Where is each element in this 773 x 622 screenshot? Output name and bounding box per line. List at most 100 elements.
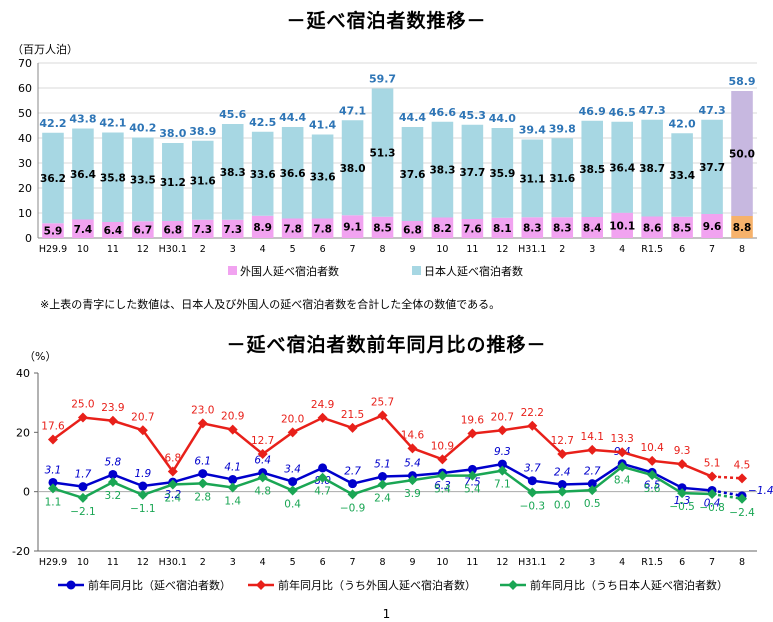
line-xtick-label: 3 bbox=[589, 557, 595, 568]
point-japanese bbox=[617, 461, 628, 472]
point-foreign bbox=[167, 466, 178, 477]
point-foreign bbox=[227, 424, 238, 435]
page-number: 1 bbox=[382, 607, 391, 621]
label-total: 2.7 bbox=[344, 466, 361, 478]
legend-label-japanese: 前年同月比（うち日本人延べ宿泊者数） bbox=[530, 578, 728, 592]
bar-xtick-label: 7 bbox=[709, 244, 715, 255]
point-total bbox=[378, 472, 388, 482]
bar-japanese-label: 38.5 bbox=[579, 164, 605, 176]
bar-xtick-label: 12 bbox=[496, 244, 508, 255]
bar-foreign bbox=[42, 223, 64, 238]
bar-foreign-label: 7.3 bbox=[193, 224, 212, 236]
point-japanese bbox=[317, 472, 328, 483]
label-japanese: 8.4 bbox=[614, 475, 631, 487]
bar-foreign bbox=[581, 217, 604, 238]
bar-chart-title: －延べ宿泊者数推移－ bbox=[286, 10, 487, 32]
bar-foreign-label: 8.2 bbox=[433, 223, 452, 235]
bar-xtick-label: H31.1 bbox=[518, 244, 546, 255]
point-foreign bbox=[107, 415, 118, 426]
bar-foreign bbox=[162, 221, 184, 238]
line-xtick-label: H29.9 bbox=[39, 557, 67, 568]
bar-ytick-label: 20 bbox=[18, 182, 32, 195]
point-foreign bbox=[137, 425, 148, 436]
bar-total-label: 41.4 bbox=[309, 119, 336, 132]
label-japanese: 2.4 bbox=[164, 493, 181, 505]
bar-foreign-label: 6.8 bbox=[164, 225, 183, 237]
bar-foreign bbox=[491, 217, 514, 238]
bar-foreign bbox=[551, 217, 574, 238]
label-japanese: −0.3 bbox=[520, 501, 546, 513]
line-ytick-label: 20 bbox=[16, 426, 30, 439]
bar-japanese bbox=[251, 131, 274, 216]
point-japanese bbox=[467, 470, 478, 481]
point-foreign bbox=[437, 454, 448, 465]
bar-xtick-label: 3 bbox=[230, 244, 236, 255]
label-japanese: 7.1 bbox=[494, 479, 511, 491]
point-japanese bbox=[347, 489, 358, 500]
bar-japanese-label: 31.6 bbox=[190, 175, 216, 187]
line-xtick-label: 7 bbox=[709, 557, 715, 568]
bar-foreign-label: 6.8 bbox=[403, 225, 422, 237]
bar-total-label: 46.5 bbox=[609, 106, 636, 119]
bar-japanese bbox=[671, 133, 693, 217]
bar-xtick-label: 7 bbox=[350, 244, 356, 255]
bar-ytick-label: 0 bbox=[25, 232, 32, 245]
label-total: 6.5 bbox=[644, 479, 661, 491]
label-total: 6.3 bbox=[434, 480, 451, 492]
bar-foreign-label: 8.3 bbox=[553, 223, 572, 235]
label-japanese: 0.5 bbox=[584, 498, 601, 510]
bar-xtick-label: 4 bbox=[619, 244, 625, 255]
bar-japanese-label: 36.4 bbox=[70, 169, 96, 181]
point-foreign bbox=[287, 427, 298, 438]
bar-foreign-label: 7.6 bbox=[463, 224, 482, 236]
bar-chart: 0102030405060705.936.242.2H29.97.436.443… bbox=[18, 57, 757, 278]
label-foreign: 6.8 bbox=[164, 452, 181, 464]
bar-japanese-label: 31.1 bbox=[519, 173, 545, 185]
label-total: 3.2 bbox=[164, 489, 181, 501]
line-xtick-label: 6 bbox=[320, 557, 326, 568]
bar-foreign bbox=[221, 219, 244, 238]
bar-foreign bbox=[191, 219, 214, 238]
line-xtick-label: 3 bbox=[230, 557, 236, 568]
bar-japanese bbox=[581, 120, 604, 217]
bar-foreign-label: 7.3 bbox=[223, 224, 242, 236]
bar-foreign bbox=[251, 215, 274, 238]
bar-xtick-label: 6 bbox=[320, 244, 326, 255]
point-japanese bbox=[587, 485, 598, 496]
bar-xtick-label: 11 bbox=[466, 244, 478, 255]
bar-foreign-label: 7.8 bbox=[283, 223, 302, 235]
point-japanese bbox=[257, 472, 268, 483]
bar-total-label: 42.2 bbox=[39, 117, 66, 130]
bar-xtick-label: 5 bbox=[290, 244, 296, 255]
label-total: 1.9 bbox=[135, 468, 152, 480]
point-total bbox=[198, 469, 208, 479]
point-japanese bbox=[737, 493, 748, 504]
bar-japanese-label: 33.4 bbox=[669, 170, 695, 182]
label-japanese: −2.1 bbox=[70, 506, 96, 518]
line-xtick-label: 12 bbox=[496, 557, 508, 568]
line-xtick-label: 10 bbox=[436, 557, 448, 568]
bar-total-label: 38.0 bbox=[159, 127, 186, 140]
label-total: 5.4 bbox=[404, 458, 421, 470]
legend-label-foreign: 前年同月比（うち外国人延べ宿泊者数） bbox=[278, 578, 476, 592]
point-total bbox=[48, 477, 58, 487]
bar-xtick-label: 12 bbox=[137, 244, 149, 255]
point-japanese bbox=[377, 479, 388, 490]
label-foreign: 17.6 bbox=[41, 420, 65, 432]
bar-xtick-label: 4 bbox=[260, 244, 266, 255]
bar-xtick-label: 11 bbox=[107, 244, 119, 255]
bar-xtick-label: H30.1 bbox=[159, 244, 187, 255]
bar-foreign bbox=[461, 219, 484, 238]
line-ytick-label: 40 bbox=[16, 367, 30, 380]
bar-total-label: 43.8 bbox=[69, 113, 96, 126]
point-japanese bbox=[227, 482, 238, 493]
bar-total-label: 45.6 bbox=[219, 108, 246, 121]
bar-japanese bbox=[461, 124, 484, 219]
legend-label-total: 前年同月比（延べ宿泊者数） bbox=[88, 578, 231, 592]
point-foreign bbox=[677, 459, 688, 470]
label-foreign: 20.7 bbox=[131, 411, 154, 423]
bar-total-label: 42.5 bbox=[249, 116, 276, 129]
line-xtick-label: 12 bbox=[137, 557, 149, 568]
point-foreign bbox=[617, 447, 628, 458]
bar-xtick-label: 8 bbox=[739, 244, 745, 255]
